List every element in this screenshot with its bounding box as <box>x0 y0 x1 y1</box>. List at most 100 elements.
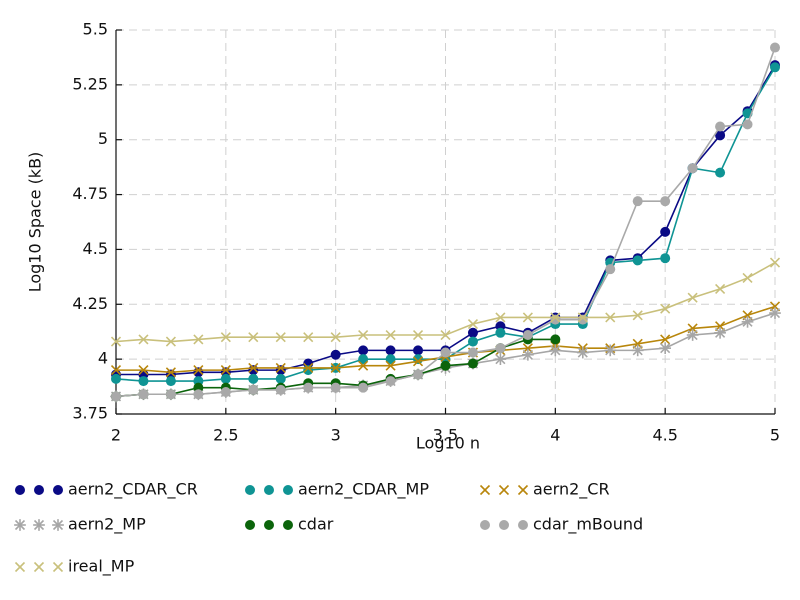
marker <box>686 329 699 341</box>
marker <box>138 334 149 345</box>
marker <box>220 387 231 398</box>
marker <box>248 384 259 395</box>
legend-marker <box>245 485 255 495</box>
marker <box>330 362 341 373</box>
marker <box>577 314 588 325</box>
marker <box>550 312 561 323</box>
marker <box>715 130 726 141</box>
legend-label: aern2_CR <box>533 480 610 500</box>
marker <box>494 353 507 365</box>
legend-item: aern2_CR <box>479 480 610 500</box>
marker <box>165 336 176 347</box>
marker-stroke <box>522 312 533 323</box>
marker <box>138 376 149 387</box>
y-tick-label: 4 <box>98 349 108 368</box>
marker-stroke <box>412 329 424 341</box>
marker <box>248 365 259 376</box>
marker-stroke <box>14 561 26 573</box>
legend-label: ireal_MP <box>68 557 135 577</box>
marker <box>248 373 259 384</box>
marker <box>385 345 396 356</box>
marker-stroke <box>248 362 259 373</box>
marker <box>111 373 121 384</box>
y-tick-label: 4.5 <box>83 239 108 258</box>
marker-stroke <box>660 303 671 314</box>
legend-label: aern2_CDAR_CR <box>68 480 198 500</box>
marker <box>385 354 396 365</box>
marker <box>111 391 121 402</box>
marker <box>165 367 176 378</box>
marker <box>660 253 671 264</box>
marker-stroke <box>138 334 149 345</box>
marker-stroke <box>330 332 341 343</box>
marker <box>165 389 176 400</box>
marker <box>275 362 286 373</box>
marker-stroke <box>193 365 204 376</box>
marker <box>605 312 616 323</box>
marker <box>714 326 726 339</box>
marker <box>577 312 588 323</box>
marker-stroke <box>467 318 479 330</box>
marker-stroke <box>138 365 149 376</box>
legend-marker <box>15 485 25 495</box>
x-axis-label: Log10 n <box>416 434 480 453</box>
legend-marker <box>264 520 274 530</box>
marker <box>549 344 562 357</box>
marker-stroke <box>330 362 341 373</box>
marker <box>248 362 259 373</box>
x-tick-label: 2 <box>111 426 121 445</box>
legend-marker <box>499 520 509 530</box>
marker-stroke <box>769 257 781 268</box>
marker <box>495 327 506 338</box>
marker <box>769 257 781 268</box>
marker-stroke <box>517 484 529 496</box>
marker <box>358 382 369 393</box>
marker-stroke <box>52 561 64 573</box>
marker <box>220 332 231 343</box>
marker-stroke <box>220 332 231 343</box>
legend-item: ireal_MP <box>14 557 135 577</box>
marker <box>687 163 698 174</box>
marker <box>303 362 314 373</box>
x-tick-label: 4.5 <box>652 426 677 445</box>
marker <box>138 389 149 400</box>
marker <box>741 315 754 328</box>
marker <box>660 226 671 237</box>
y-tick-label: 4.75 <box>72 184 108 203</box>
legend-item: cdar <box>245 515 334 534</box>
legend-marker <box>283 485 293 495</box>
legend-marker <box>33 561 45 573</box>
marker <box>495 312 506 323</box>
marker <box>770 62 780 73</box>
marker <box>358 329 369 341</box>
marker <box>165 376 176 387</box>
marker <box>742 272 753 284</box>
legend-marker <box>517 484 529 496</box>
legend-marker <box>264 485 274 495</box>
marker-stroke <box>33 561 45 573</box>
marker <box>715 167 726 178</box>
marker <box>303 365 314 376</box>
marker <box>631 344 644 357</box>
marker-stroke <box>495 312 506 323</box>
marker <box>770 42 780 53</box>
marker <box>467 327 478 338</box>
marker <box>550 314 561 325</box>
marker-stroke <box>275 332 286 343</box>
marker-stroke <box>358 329 369 341</box>
marker-stroke <box>165 336 176 347</box>
legend-marker <box>498 484 510 496</box>
marker <box>385 329 396 341</box>
marker <box>330 349 341 360</box>
legend-label: aern2_CDAR_MP <box>298 480 429 500</box>
marker <box>605 264 616 275</box>
marker <box>385 360 396 371</box>
y-tick-label: 4.25 <box>72 294 108 313</box>
marker-stroke <box>110 365 122 376</box>
y-tick-label: 5.5 <box>83 20 108 39</box>
marker <box>440 347 451 358</box>
marker <box>440 360 451 371</box>
marker <box>275 384 286 395</box>
marker <box>385 376 396 387</box>
legend-marker <box>33 519 45 531</box>
